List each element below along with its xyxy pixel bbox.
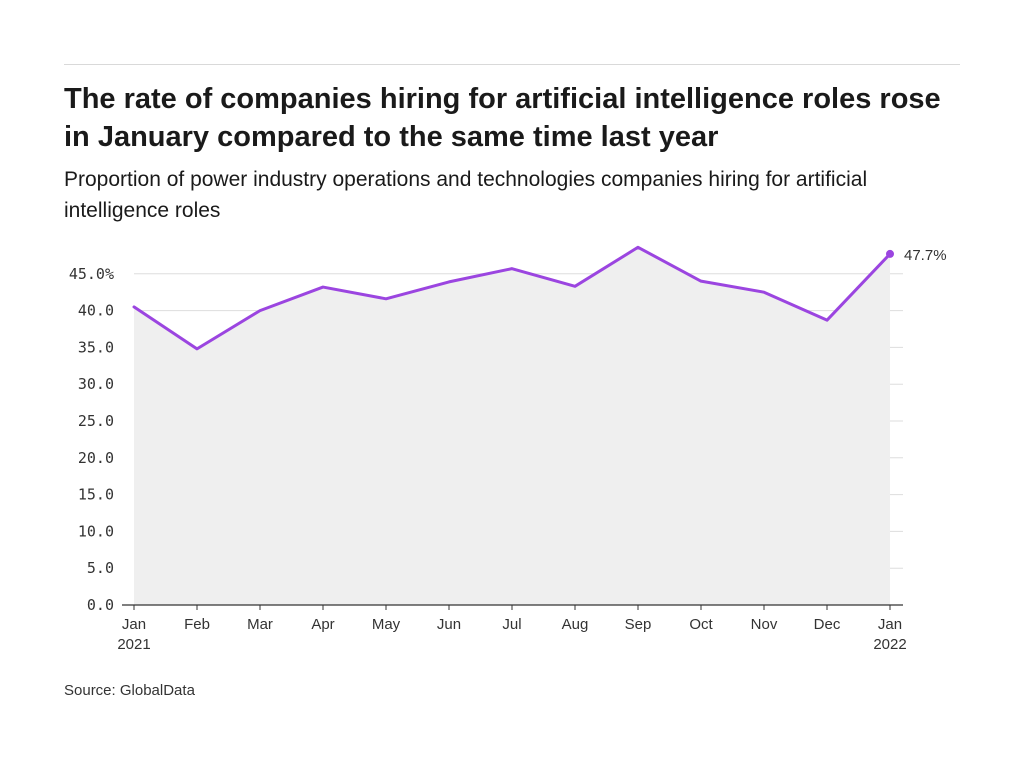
- x-tick-label: Sep: [625, 616, 652, 633]
- y-axis-labels: 0.0 5.0 10.0 15.0 20.0 25.0 30.0 35.0 40.0 45.0%: [69, 265, 114, 614]
- y-tick-label: 25.0: [78, 412, 114, 430]
- area-fill: [134, 247, 890, 605]
- x-tick-label: Dec: [814, 616, 841, 633]
- chart-subtitle: Proportion of power industry operations …: [64, 168, 868, 222]
- top-divider: [64, 64, 960, 65]
- y-tick-label: 45.0%: [69, 265, 114, 283]
- y-tick-label: 20.0: [78, 449, 114, 467]
- chart-title: The rate of companies hiring for artific…: [64, 83, 941, 153]
- x-tick-label: Aug: [562, 616, 589, 633]
- x-tick-label: May: [372, 616, 401, 633]
- y-tick-label: 0.0: [87, 596, 114, 614]
- x-tick-label: Apr: [311, 616, 334, 633]
- x-tick-label: Nov: [751, 616, 778, 633]
- x-tick-label: Jan 2022: [873, 616, 906, 653]
- x-axis-ticks: [133, 605, 891, 610]
- y-tick-label: 35.0: [78, 338, 114, 356]
- x-tick-label: Feb: [184, 616, 210, 633]
- series-line: [132, 245, 892, 351]
- x-tick-label: Jun: [437, 616, 461, 633]
- x-tick-label: Oct: [689, 616, 713, 633]
- x-tick-label: Mar: [247, 616, 273, 633]
- y-tick-label: 40.0: [78, 302, 114, 320]
- y-tick-label: 5.0: [87, 559, 114, 577]
- y-tick-label: 30.0: [78, 375, 114, 393]
- x-tick-label: Jan 2021: [117, 616, 150, 653]
- end-value-label: 47.7%: [904, 247, 947, 264]
- source-note: Source: GlobalData: [64, 682, 195, 699]
- y-tick-label: 10.0: [78, 522, 114, 540]
- y-tick-label: 15.0: [78, 486, 114, 504]
- x-axis-labels: Jan 2021 Feb Mar Apr May Jun Jul Aug Sep Oct Nov Dec…: [117, 616, 906, 653]
- end-point-marker: [886, 249, 894, 258]
- x-tick-label: Jul: [502, 616, 521, 633]
